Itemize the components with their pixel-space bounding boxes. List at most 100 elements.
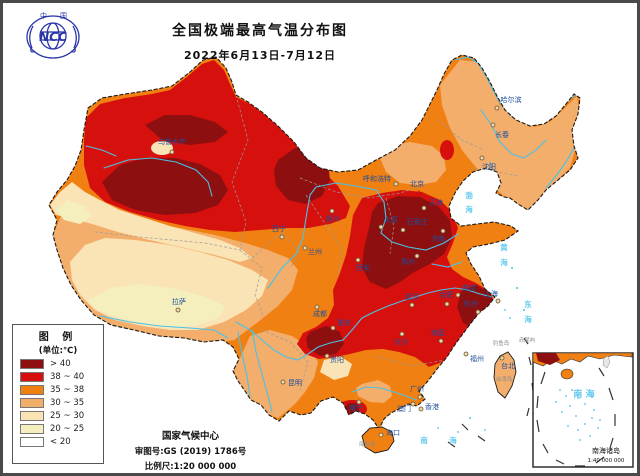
city-marker (494, 105, 500, 111)
city-marker (421, 205, 427, 211)
city-label: 合肥 (439, 290, 453, 299)
city-marker (169, 149, 175, 155)
city-marker (499, 355, 505, 361)
city-label: 澳门 (397, 404, 411, 413)
city-marker (490, 122, 496, 128)
city-marker (329, 208, 335, 214)
hainan-island (361, 426, 395, 454)
city-label: 南京 (462, 283, 476, 292)
city-marker (409, 302, 415, 308)
legend-label: 30 ~ 35 (50, 398, 85, 408)
city-label: 南昌 (431, 328, 445, 337)
city-label: 上海 (484, 289, 498, 298)
legend-item: 30 ~ 35 (20, 398, 103, 408)
org-name: 国家气候中心 (161, 431, 219, 442)
inset-sea-label: 南 海 (573, 388, 594, 400)
inset-island-dots (555, 389, 601, 441)
city-label: 长春 (495, 130, 509, 139)
legend-item: 25 ~ 30 (20, 411, 103, 421)
city-marker (399, 331, 405, 337)
city-label: 沈阳 (482, 162, 496, 171)
minor-island-label: 海南岛 (359, 440, 376, 448)
island-dots (437, 267, 525, 433)
nine-dash-line (447, 337, 534, 448)
south-china-sea-inset: 南 海 南海诸岛 1:40 000 000 (532, 352, 634, 468)
legend-swatch (20, 411, 44, 421)
approval-number: 审图号:GS (2019) 1786号 (134, 447, 247, 457)
legend-swatch (20, 359, 44, 369)
city-label: 福州 (470, 354, 484, 363)
city-label: 昆明 (288, 379, 302, 387)
legend-item: 35 ~ 38 (20, 385, 103, 395)
legend-label: 38 ~ 40 (50, 372, 85, 382)
city-label: 兰州 (308, 247, 322, 256)
legend-unit: (单位:℃) (38, 346, 78, 356)
city-marker (463, 351, 469, 357)
city-marker (356, 399, 362, 405)
city-label: 北京 (410, 179, 424, 188)
city-label: 太原 (384, 215, 398, 224)
legend-swatch (20, 385, 44, 395)
footer: 国家气候中心 审图号:GS (2019) 1786号 比例尺:1:20 000 … (103, 428, 278, 472)
city-marker (302, 245, 308, 251)
taiwan-island (493, 351, 517, 399)
legend-swatch (20, 398, 44, 408)
sea-label: 黄海 (500, 242, 508, 267)
city-label: 呼和浩特 (363, 174, 391, 183)
inset-scale-label: 1:40 000 000 (588, 458, 625, 464)
map-title: 全国极端最高气温分布图 (172, 23, 348, 39)
legend-swatch (20, 437, 44, 447)
city-marker (378, 224, 384, 230)
city-label: 长沙 (394, 337, 408, 346)
city-label: 西安 (356, 263, 370, 272)
legend-item: < 20 (20, 437, 103, 447)
ncc-logo: 中 国 NCC (24, 10, 82, 66)
logo-abbr: NCC (39, 30, 67, 44)
legend-item: 38 ~ 40 (20, 372, 103, 382)
city-marker (417, 394, 423, 400)
city-label: 天津 (429, 199, 443, 207)
city-marker (414, 253, 420, 259)
map-date-range: 2022年6月13日-7月12日 (183, 49, 337, 62)
national-boundary (48, 54, 581, 431)
sea-label: 南海 (420, 435, 457, 445)
city-marker (475, 309, 481, 315)
legend-title: 图 例 (38, 332, 78, 343)
city-label: 台北 (501, 361, 515, 370)
sea-label: 东海 (524, 299, 532, 324)
legend-label: 20 ~ 25 (50, 424, 85, 434)
minor-island-label: 赤尾屿 (519, 336, 536, 344)
city-label: 武汉 (405, 292, 419, 301)
city-label: 石家庄 (407, 217, 428, 226)
city-label: 海口 (386, 428, 400, 437)
city-marker (314, 304, 320, 310)
minor-island-label: 台湾岛 (496, 375, 513, 383)
city-label: 哈尔滨 (501, 95, 522, 104)
city-marker (410, 401, 416, 407)
city-label: 重庆 (337, 318, 351, 327)
logo-country-left: 中 (40, 11, 47, 20)
city-label: 广州 (410, 384, 424, 393)
city-label: 济南 (431, 234, 445, 243)
inset-islands-label: 南海诸岛 (592, 446, 620, 455)
city-label: 成都 (313, 309, 327, 318)
legend: 图 例 (单位:℃) > 40 38 ~ 40 35 ~ 38 30 ~ 35 25 ~… (12, 324, 104, 464)
city-label: 西宁 (272, 224, 286, 233)
city-marker (455, 292, 461, 298)
city-label: 拉萨 (172, 297, 186, 306)
city-marker (495, 298, 501, 304)
city-label: 银川 (326, 214, 340, 223)
city-marker (355, 257, 361, 263)
minor-island-label: 钓鱼岛 (493, 339, 510, 347)
city-marker (393, 181, 399, 187)
legend-item: > 40 (20, 359, 103, 369)
city-label: 南宁 (349, 403, 363, 412)
city-marker (324, 353, 330, 359)
capital-star-icon: ★ (415, 189, 423, 199)
header: 全国极端最高气温分布图 2022年6月13日-7月12日 (120, 20, 400, 63)
city-marker (479, 155, 485, 161)
city-marker (444, 301, 450, 307)
city-marker (279, 234, 285, 240)
